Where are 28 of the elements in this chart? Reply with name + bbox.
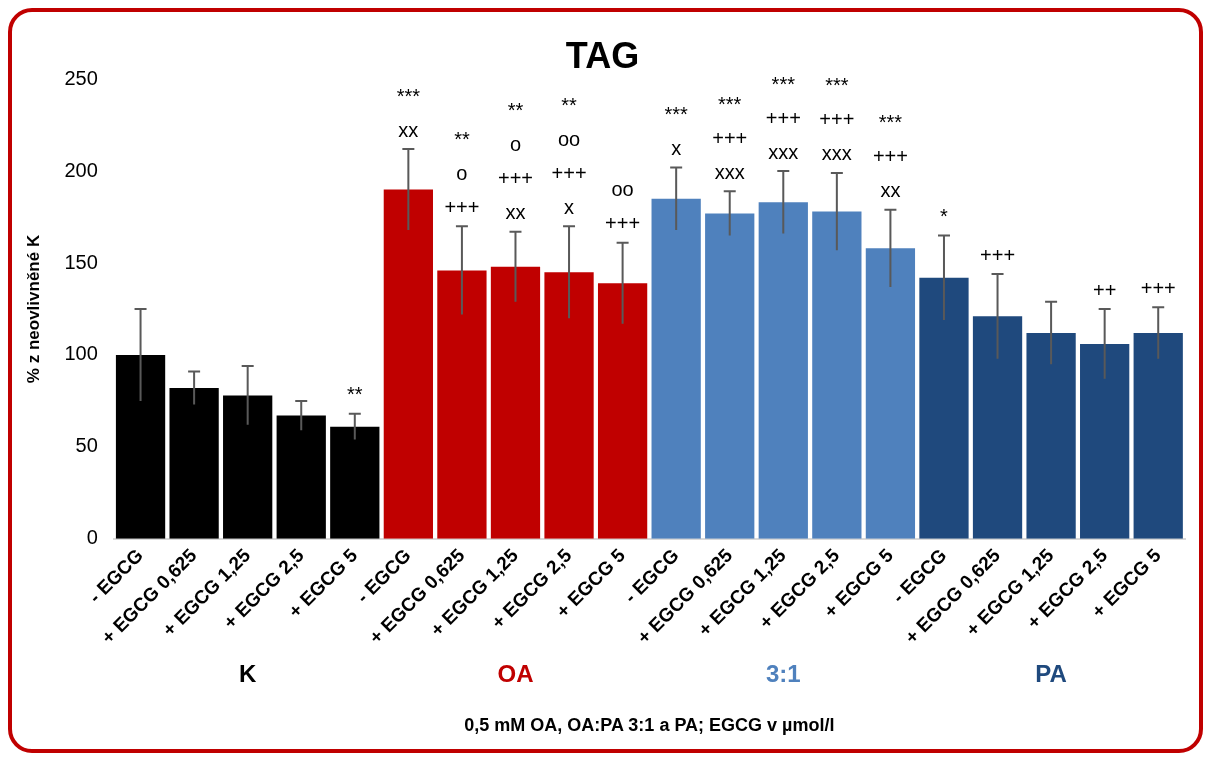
y-axis-title: % z neovlivněné K — [23, 234, 43, 384]
text: 3:1 — [765, 659, 801, 687]
chart-title: TAG — [565, 34, 640, 76]
data-label: +++ — [1140, 276, 1176, 299]
y-tick-label: 0 — [86, 526, 98, 549]
data-label: * — [940, 204, 949, 227]
data-label: *** +++ xxx — [712, 92, 748, 183]
y-tick-label: 250 — [64, 66, 98, 89]
text: PA — [1035, 659, 1067, 687]
data-label: ** o +++ — [444, 127, 480, 218]
data-label: *** xx — [396, 84, 421, 141]
data-label: ** o +++ xx — [497, 99, 533, 224]
text: OA — [497, 659, 534, 687]
data-label: *** +++ xxx — [819, 74, 855, 165]
data-label: ** oo +++ x — [551, 93, 587, 218]
y-tick-label: 50 — [75, 434, 98, 457]
data-label: +++ — [980, 243, 1016, 266]
data-label: oo +++ — [605, 178, 641, 235]
data-label: ++ — [1092, 278, 1117, 301]
y-tick-label: 200 — [64, 158, 98, 181]
text: K — [239, 659, 257, 687]
y-tick-label: 100 — [64, 342, 98, 365]
x-axis-title: 0,5 mM OA, OA:PA 3:1 a PA; EGCG v µmol/l — [464, 715, 835, 736]
data-label: ** — [347, 383, 363, 406]
data-label: *** x — [664, 102, 689, 159]
y-tick-label: 150 — [64, 250, 98, 273]
data-label: *** +++ xxx — [765, 72, 801, 163]
data-label: *** +++ xx — [872, 111, 908, 202]
